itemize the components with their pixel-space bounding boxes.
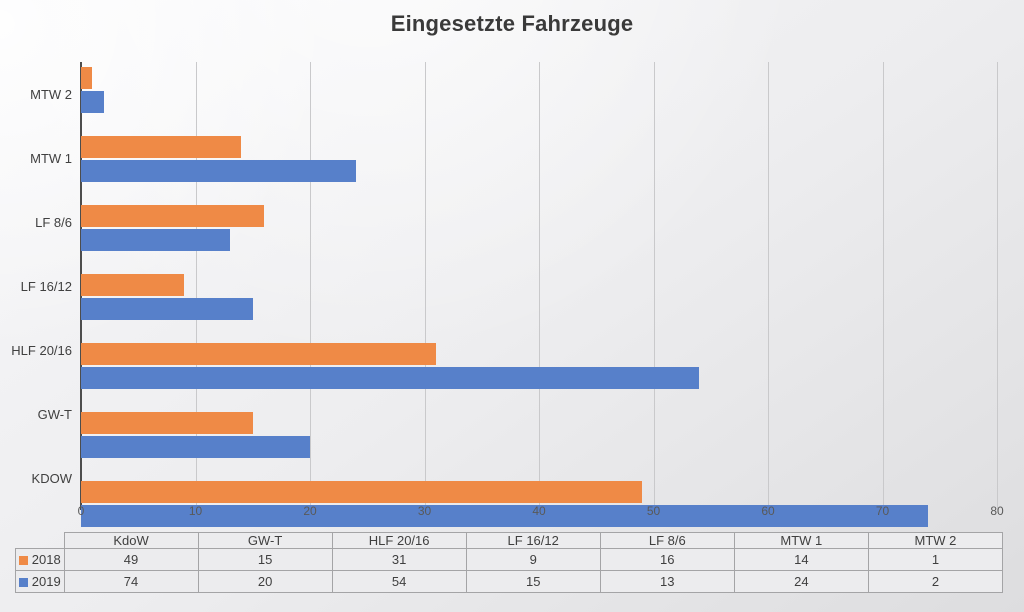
table-header-cell: GW-T bbox=[197, 532, 333, 549]
x-tick-label: 40 bbox=[532, 504, 546, 518]
table-value-cell: 74 bbox=[63, 570, 199, 593]
x-tick-label: 50 bbox=[646, 504, 661, 518]
bar-2018-lf-8-6 bbox=[81, 205, 265, 227]
y-axis-label: KDOW bbox=[31, 470, 72, 486]
bar-2018-mtw-2 bbox=[81, 67, 93, 89]
y-axis-label: MTW 1 bbox=[30, 150, 72, 166]
table-corner-cell bbox=[16, 533, 65, 549]
table-value-cell: 2 bbox=[867, 570, 1004, 593]
table-value-cell: 15 bbox=[197, 548, 333, 571]
table-header-cell: MTW 2 bbox=[867, 532, 1004, 549]
x-tick-label: 30 bbox=[417, 504, 432, 518]
gridline bbox=[195, 62, 197, 510]
x-tick-label: 60 bbox=[761, 504, 775, 518]
table-row-label-2018: 2018 bbox=[15, 548, 65, 571]
table-header-cell: HLF 20/16 bbox=[331, 532, 467, 549]
chart-data-table: KdoW GW-T HLF 20/16 LF 16/12 LF 8/6 MTW 1 MTW … bbox=[15, 532, 1004, 593]
table-value-cell: 54 bbox=[331, 570, 467, 593]
chart-title: Eingesetzte Fahrzeuge bbox=[390, 11, 634, 36]
table-value-cell: 14 bbox=[733, 548, 869, 571]
legend-label: 2019 bbox=[31, 574, 61, 589]
bar-2019-hlf-20-16 bbox=[81, 367, 700, 389]
table-row-label-2019: 2019 bbox=[15, 570, 65, 593]
y-axis-label: LF 16/12 bbox=[20, 278, 72, 294]
legend-swatch-2019 bbox=[18, 578, 28, 587]
legend-label: 2018 bbox=[31, 552, 61, 567]
gridline bbox=[882, 62, 884, 510]
y-axis-label: LF 8/6 bbox=[35, 214, 72, 230]
table-value-cell: 20 bbox=[197, 570, 333, 593]
table-value-cell: 16 bbox=[599, 548, 735, 571]
table-value-cell: 24 bbox=[733, 570, 869, 593]
y-axis-label: HLF 20/16 bbox=[11, 342, 72, 358]
table-value-cell: 49 bbox=[63, 548, 199, 571]
bar-2018-lf-16-12 bbox=[81, 274, 185, 296]
category-row bbox=[81, 343, 997, 407]
category-row bbox=[81, 67, 997, 131]
table-value-cell: 13 bbox=[599, 570, 735, 593]
table-header-cell: LF 16/12 bbox=[465, 532, 601, 549]
bar-2019-kdow bbox=[81, 505, 929, 527]
table-row: 2018 49 15 31 9 16 14 1 bbox=[15, 548, 1004, 571]
x-tick-label: 20 bbox=[303, 504, 317, 518]
category-row bbox=[81, 205, 997, 269]
table-row: 2019 74 20 54 15 13 24 2 bbox=[15, 570, 1004, 593]
gridline bbox=[310, 62, 311, 510]
gridline bbox=[997, 62, 998, 510]
table-header-cell: KdoW bbox=[63, 532, 199, 549]
gridline bbox=[424, 62, 426, 510]
x-axis-ticks: 0 10 20 30 40 50 60 70 80 bbox=[77, 504, 1004, 520]
y-axis-label: MTW 2 bbox=[30, 86, 72, 102]
bar-2018-hlf-20-16 bbox=[81, 343, 436, 365]
table-header-cell: LF 8/6 bbox=[599, 532, 735, 549]
gridline bbox=[653, 62, 655, 510]
category-row bbox=[81, 274, 997, 338]
category-row bbox=[81, 136, 997, 200]
y-axis-labels: MTW 2 MTW 1 LF 8/6 LF 16/12 HLF 20/16 GW-T KDO… bbox=[0, 62, 72, 510]
x-tick-label: 10 bbox=[188, 504, 203, 518]
legend-swatch-2018 bbox=[18, 556, 28, 565]
table-value-cell: 9 bbox=[465, 548, 601, 571]
bar-2019-gw-t bbox=[81, 436, 310, 458]
x-tick-label: 70 bbox=[875, 504, 890, 518]
gridline bbox=[768, 62, 769, 510]
table-value-cell: 31 bbox=[331, 548, 467, 571]
bar-2018-kdow bbox=[81, 481, 643, 503]
table-value-cell: 1 bbox=[867, 548, 1004, 571]
bar-2018-mtw-1 bbox=[81, 136, 242, 158]
bar-2019-lf-16-12 bbox=[81, 298, 253, 320]
x-tick-label: 80 bbox=[990, 504, 1004, 518]
bar-2019-mtw-1 bbox=[81, 160, 356, 182]
data-table: KdoW GW-T HLF 20/16 LF 16/12 LF 8/6 MTW 1 MTW … bbox=[15, 532, 1004, 593]
bar-2018-gw-t bbox=[81, 412, 253, 434]
gridline bbox=[539, 62, 540, 510]
category-row bbox=[81, 481, 997, 545]
table-value-cell: 15 bbox=[465, 570, 601, 593]
x-tick-label: 0 bbox=[77, 504, 85, 518]
bar-2019-lf-8-6 bbox=[81, 229, 230, 251]
category-row bbox=[81, 412, 997, 476]
table-header-cell: MTW 1 bbox=[733, 532, 869, 549]
plot-area bbox=[80, 62, 998, 527]
bar-2019-mtw-2 bbox=[81, 91, 104, 113]
y-axis-label: GW-T bbox=[37, 406, 72, 422]
